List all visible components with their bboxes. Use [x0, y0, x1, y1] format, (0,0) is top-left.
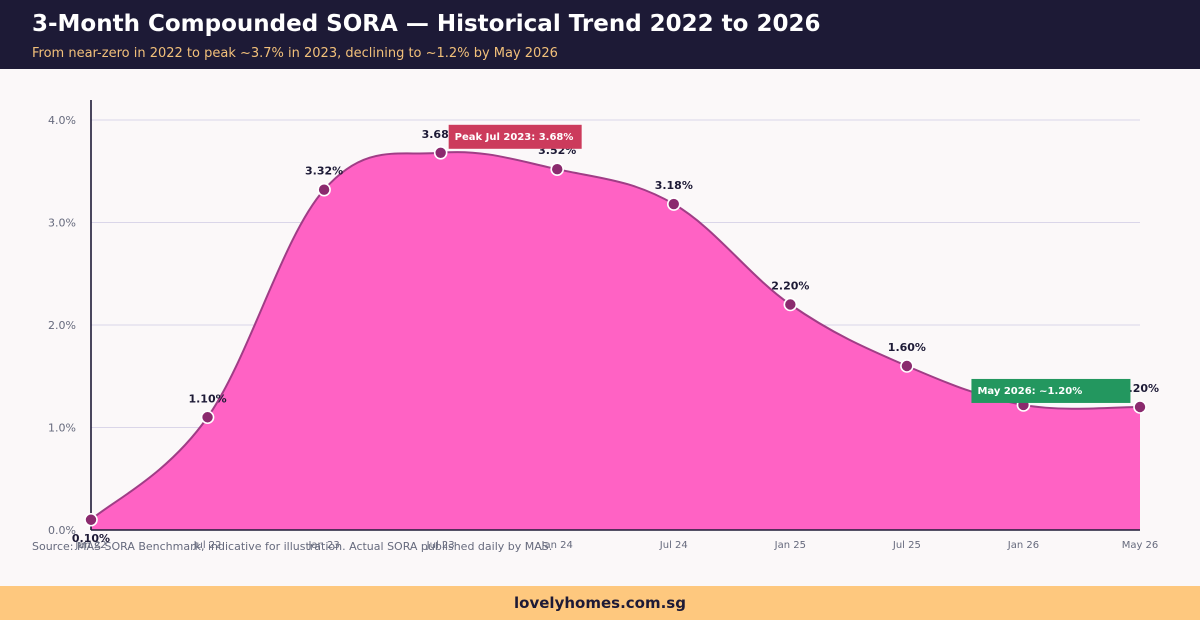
header-bar: 3-Month Compounded SORA — Historical Tre… [0, 0, 1200, 69]
data-label: 2.20% [771, 280, 809, 293]
data-label: 3.18% [655, 179, 693, 192]
data-point [783, 297, 798, 312]
x-tick-label: Jan 22 [74, 540, 106, 551]
footer-bar: lovelyhomes.com.sg [0, 586, 1200, 620]
data-label: 1.20% [1121, 382, 1159, 395]
data-label: 1.60% [888, 341, 926, 354]
x-tick-label: Jul 25 [892, 540, 921, 551]
data-label: 3.32% [305, 165, 343, 178]
data-point [1133, 400, 1147, 414]
data-point [200, 410, 215, 425]
data-point [900, 359, 914, 373]
callout-box [448, 124, 582, 149]
x-tick-label: Jan 25 [774, 540, 806, 551]
callout-box [971, 378, 1131, 403]
sora-area-chart: 0.0% 1.0% 2.0% 3.0% 4.0% Jan 22 Jul 22 Jan 23 Ju… [48, 100, 1159, 551]
y-tick-label: 3.0% [48, 217, 76, 230]
data-point [317, 182, 331, 197]
series-area [91, 152, 1140, 530]
y-tick-label: 1.0% [48, 422, 76, 435]
data-point [550, 162, 565, 176]
data-point [433, 146, 448, 160]
data-point [666, 197, 681, 211]
y-tick-label: 0.0% [48, 524, 76, 537]
x-tick-label: Jul 23 [426, 540, 455, 551]
x-tick-label: Jul 22 [193, 540, 222, 551]
data-point [84, 512, 98, 527]
x-tick-label: Jan 26 [1007, 540, 1039, 551]
x-tick-label: Jan 23 [307, 540, 339, 551]
series-line [90, 151, 1141, 521]
callout-label: Peak Jul 2023: 3.68% [455, 132, 574, 143]
chart-subtitle: From near-zero in 2022 to peak ~3.7% in … [32, 46, 558, 61]
chart-title: 3-Month Compounded SORA — Historical Tre… [32, 11, 821, 37]
footer-brand: lovelyhomes.com.sg [514, 594, 686, 612]
x-tick-label: Jan 24 [541, 540, 573, 551]
y-tick-label: 2.0% [48, 319, 76, 332]
data-label: 1.10% [188, 392, 226, 405]
x-tick-label: Jul 24 [659, 540, 688, 551]
callout-label: May 2026: ~1.20% [977, 386, 1082, 397]
x-tick-label: May 26 [1122, 540, 1159, 551]
data-label: 0.10% [72, 532, 110, 545]
y-tick-label: 4.0% [48, 114, 76, 127]
source-note: Source: MAS SORA Benchmark, indicative f… [32, 540, 553, 553]
